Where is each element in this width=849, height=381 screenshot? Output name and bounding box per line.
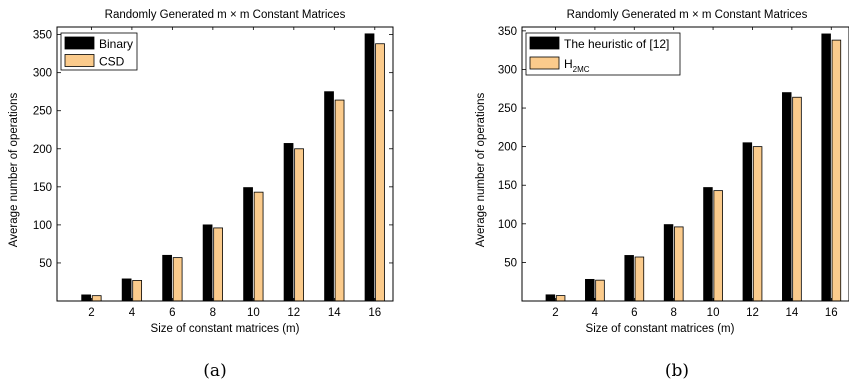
- y-tick-label: 150: [33, 182, 52, 194]
- x-tick-label: 14: [785, 307, 798, 319]
- bar-series2-10: [713, 190, 723, 302]
- plot-area: [56, 26, 394, 302]
- plot-area: [521, 26, 849, 302]
- bar-series1-10: [243, 187, 253, 302]
- bar-series1-10: [703, 187, 713, 302]
- bar-series1-8: [663, 224, 674, 302]
- y-tick-label: 250: [498, 103, 517, 115]
- bar-series1-16: [364, 33, 375, 302]
- bar-series2-8: [674, 226, 684, 302]
- x-tick-label: 10: [707, 307, 720, 319]
- legend-swatch: [529, 36, 560, 50]
- x-tick-label: 2: [88, 307, 94, 319]
- y-tick-label: 50: [504, 257, 517, 269]
- legend-label: Binary: [99, 37, 133, 51]
- chart-title: Randomly Generated m × m Constant Matric…: [567, 9, 808, 21]
- x-tick-label: 12: [746, 307, 759, 319]
- bar-series1-12: [742, 142, 753, 302]
- x-tick-label: 2: [552, 307, 558, 319]
- y-tick-label: 200: [498, 142, 517, 154]
- x-tick-label: 12: [287, 307, 300, 319]
- bar-series2-8: [213, 227, 223, 302]
- bar-series2-14: [334, 99, 345, 302]
- bar-series2-6: [634, 256, 645, 302]
- bar-series1-8: [202, 224, 213, 302]
- y-tick-label: 150: [498, 180, 517, 192]
- bar-series1-16: [821, 33, 831, 302]
- panel-caption: (a): [203, 361, 226, 381]
- x-tick-label: 6: [169, 307, 175, 319]
- x-tick-label: 4: [592, 307, 599, 319]
- bar-series1-6: [624, 255, 634, 302]
- x-tick-label: 8: [670, 307, 676, 319]
- bar-series1-4: [585, 278, 595, 302]
- legend-label-subscript: 2MC: [573, 65, 590, 74]
- y-tick-label: 100: [33, 220, 52, 232]
- x-axis-label: Size of constant matrices (m): [586, 323, 735, 335]
- bar-series2-2: [555, 295, 566, 302]
- y-tick-label: 350: [33, 30, 52, 42]
- y-axis-label: Average number of operations: [8, 93, 20, 248]
- x-tick-label: 4: [129, 307, 136, 319]
- ticks-group: 2 4 6 8 10 12 14 16 50 100 150 200 250 300 350: [498, 26, 838, 319]
- y-tick-label: 100: [498, 219, 517, 231]
- chart-title: Randomly Generated m × m Constant Matric…: [105, 9, 346, 21]
- y-tick-label: 50: [39, 258, 52, 270]
- y-tick-label: 300: [33, 68, 52, 80]
- bar-series1-2: [545, 294, 556, 302]
- bar-series1-6: [162, 254, 172, 302]
- y-tick-label: 350: [498, 26, 517, 38]
- x-tick-label: 16: [368, 307, 381, 319]
- bar-series2-10: [253, 191, 264, 302]
- ticks-group: 2 4 6 8 10 12 14 16 50 100 150 200 250 300 350: [33, 27, 393, 319]
- x-tick-label: 14: [328, 307, 341, 319]
- bar-series1-14: [782, 92, 792, 302]
- bar-series2-12: [752, 146, 763, 302]
- bar-series2-16: [375, 43, 385, 302]
- bar-series2-14: [792, 96, 802, 302]
- bar-series1-4: [121, 278, 132, 302]
- y-tick-label: 300: [498, 64, 517, 76]
- bar-series1-14: [324, 91, 334, 302]
- bar-series2-4: [595, 279, 605, 302]
- bars-group: [545, 33, 842, 302]
- legend-label: The heuristic of [12]: [564, 37, 669, 51]
- x-tick-label: 16: [825, 307, 838, 319]
- legend-swatch: [64, 54, 95, 67]
- bar-series1-2: [81, 294, 92, 302]
- chart-panel-b: Randomly Generated m × m Constant Matric…: [475, 9, 849, 381]
- y-tick-label: 200: [33, 144, 52, 156]
- panel-caption: (b): [665, 361, 689, 381]
- legend-swatch: [529, 56, 560, 70]
- legend-swatch: [64, 36, 95, 50]
- y-tick-label: 250: [33, 106, 52, 118]
- bar-series2-16: [831, 39, 842, 302]
- x-tick-label: 8: [210, 307, 216, 319]
- legend: Binary CSD: [60, 32, 138, 71]
- bar-series2-6: [172, 257, 183, 302]
- bar-series2-4: [132, 280, 143, 302]
- bar-series2-2: [91, 295, 102, 302]
- x-tick-label: 10: [247, 307, 260, 319]
- legend-label: CSD: [99, 55, 125, 69]
- x-tick-label: 6: [631, 307, 637, 319]
- chart-panel-a: Randomly Generated m × m Constant Matric…: [8, 9, 394, 381]
- bar-series1-12: [283, 143, 294, 302]
- y-axis-label: Average number of operations: [475, 93, 487, 248]
- bar-series2-12: [294, 148, 304, 302]
- legend: The heuristic of [12]H2MC: [525, 32, 681, 76]
- x-axis-label: Size of constant matrices (m): [151, 323, 300, 335]
- bars-group: [81, 33, 385, 302]
